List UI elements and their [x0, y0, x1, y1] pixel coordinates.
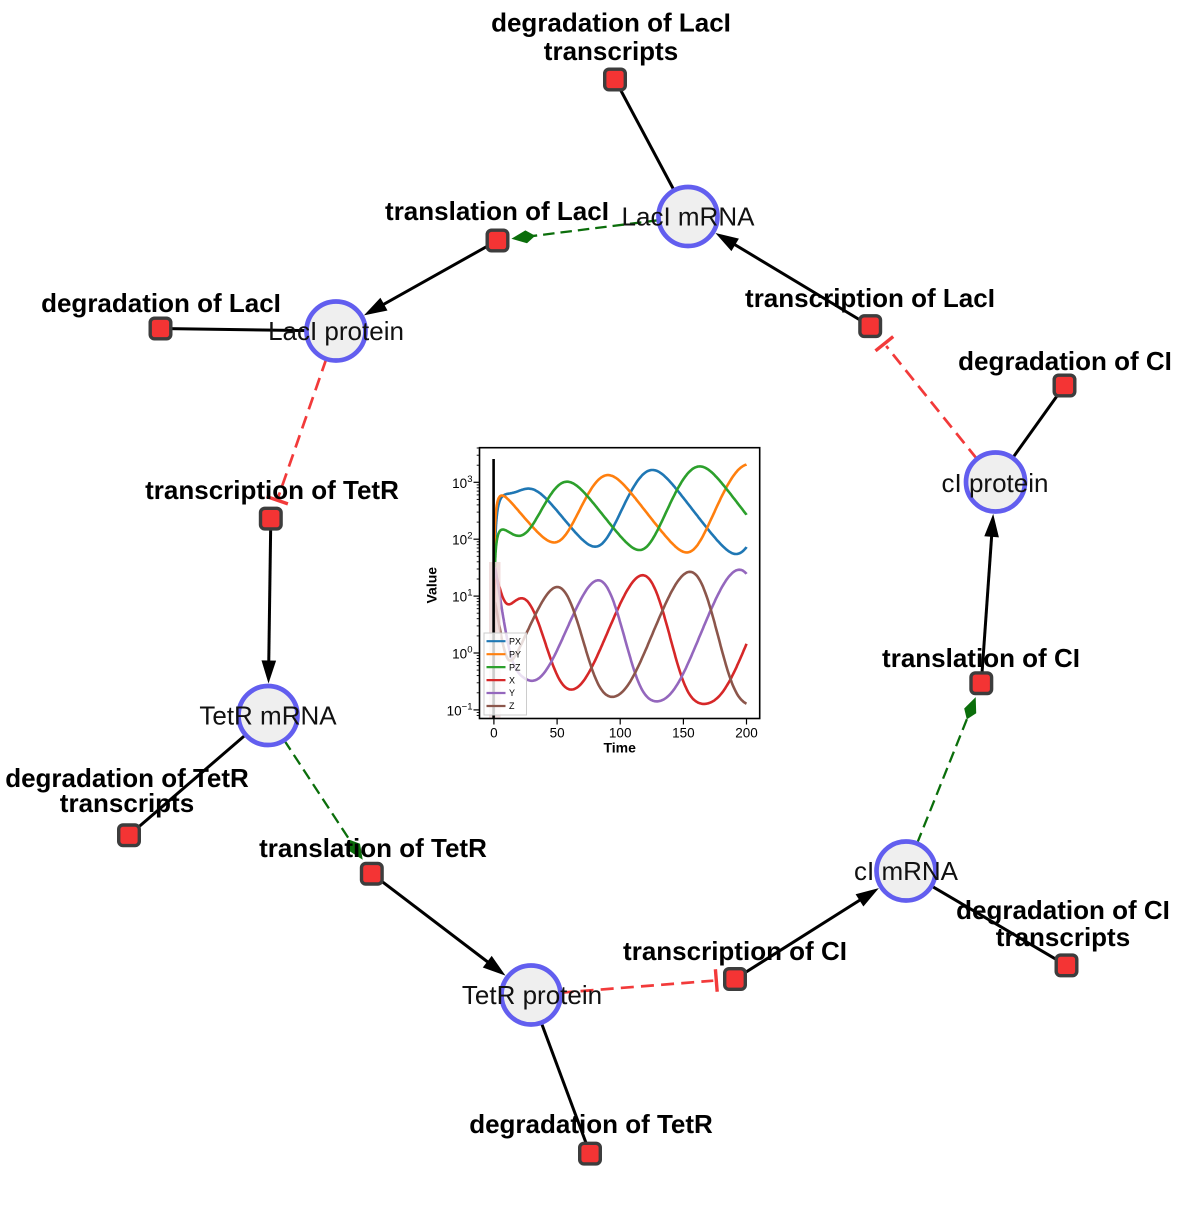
svg-text:PX: PX — [509, 636, 521, 646]
svg-text:PZ: PZ — [509, 662, 521, 672]
svg-text:transcription of CI: transcription of CI — [623, 936, 847, 966]
svg-text:degradation of CI: degradation of CI — [956, 895, 1170, 925]
svg-text:10−1: 10−1 — [447, 701, 473, 718]
svg-text:Time: Time — [603, 740, 636, 756]
svg-text:translation of CI: translation of CI — [882, 643, 1080, 673]
svg-text:102: 102 — [452, 531, 472, 548]
svg-text:translation of LacI: translation of LacI — [385, 196, 609, 226]
svg-text:Y: Y — [509, 688, 515, 698]
svg-text:PY: PY — [509, 649, 521, 659]
svg-text:50: 50 — [550, 725, 565, 740]
svg-text:degradation of LacI: degradation of LacI — [41, 288, 281, 318]
svg-text:LacI mRNA: LacI mRNA — [622, 202, 756, 232]
svg-text:Value: Value — [424, 567, 440, 604]
svg-text:LacI protein: LacI protein — [268, 316, 404, 346]
svg-text:transcription of LacI: transcription of LacI — [745, 283, 995, 313]
svg-text:TetR mRNA: TetR mRNA — [199, 701, 337, 731]
svg-text:degradation of LacI: degradation of LacI — [491, 8, 731, 38]
svg-text:100: 100 — [609, 725, 632, 740]
svg-text:transcription of TetR: transcription of TetR — [145, 475, 399, 505]
svg-text:cI mRNA: cI mRNA — [854, 856, 959, 886]
svg-text:200: 200 — [735, 725, 758, 740]
svg-text:TetR protein: TetR protein — [462, 980, 602, 1010]
svg-text:150: 150 — [672, 725, 695, 740]
svg-text:transcripts: transcripts — [996, 922, 1130, 952]
svg-text:degradation of CI: degradation of CI — [958, 346, 1172, 376]
svg-text:cI protein: cI protein — [942, 468, 1049, 498]
svg-text:0: 0 — [490, 725, 498, 740]
svg-text:translation of TetR: translation of TetR — [259, 833, 487, 863]
svg-text:X: X — [509, 675, 515, 685]
svg-text:101: 101 — [452, 588, 472, 605]
svg-text:degradation of TetR: degradation of TetR — [469, 1109, 713, 1139]
svg-text:transcripts: transcripts — [60, 788, 194, 818]
svg-text:degradation of TetR: degradation of TetR — [5, 763, 249, 793]
svg-text:Z: Z — [509, 701, 515, 711]
svg-text:100: 100 — [452, 645, 472, 662]
svg-text:transcripts: transcripts — [544, 36, 678, 66]
svg-text:103: 103 — [452, 474, 472, 491]
